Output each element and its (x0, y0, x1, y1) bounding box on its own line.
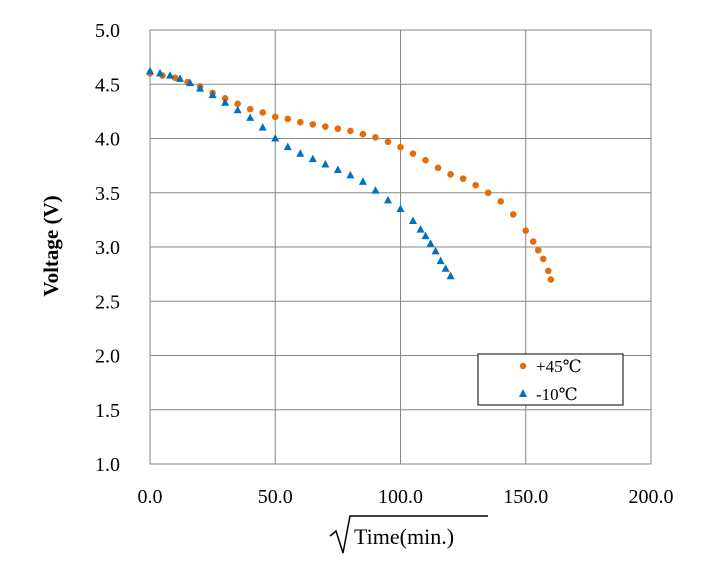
data-point-circle (472, 181, 479, 189)
data-point-triangle (308, 154, 317, 163)
data-point-triangle (358, 177, 367, 185)
data-point-circle (259, 109, 267, 116)
y-axis-label: Voltage (V) (39, 195, 63, 296)
series-0 (146, 70, 555, 283)
series-1 (146, 66, 455, 280)
x-tick-label: 50.0 (258, 486, 293, 508)
data-point-triangle (446, 271, 455, 280)
data-point-circle (509, 211, 517, 218)
legend-marker-minus10c (519, 389, 527, 397)
data-point-triangle (321, 160, 330, 168)
legend: +45℃ -10℃ (477, 353, 624, 406)
x-tick-label: 150.0 (503, 486, 548, 508)
data-point-triangle (271, 134, 280, 142)
data-point-triangle (283, 142, 292, 151)
data-point-circle (334, 125, 342, 133)
data-point-circle (171, 74, 179, 82)
data-point-circle (497, 198, 505, 205)
data-point-circle (529, 238, 537, 245)
data-point-circle (484, 189, 492, 197)
data-point-circle (534, 246, 542, 254)
data-point-triangle (246, 113, 255, 121)
y-tick-label: 5.0 (95, 20, 120, 42)
legend-label-minus10c: -10℃ (536, 385, 578, 404)
data-point-circle (384, 138, 392, 146)
data-point-triangle (196, 84, 205, 92)
sqrt-radical-icon (329, 515, 488, 554)
data-point-triangle (208, 90, 217, 99)
data-point-circle (434, 164, 442, 172)
data-point-circle (347, 127, 354, 135)
data-point-triangle (156, 68, 165, 77)
x-tick-label: 0.0 (138, 486, 163, 508)
data-point-triangle (409, 216, 418, 224)
y-tick-label: 1.0 (95, 454, 120, 476)
data-point-circle (322, 123, 329, 130)
plot-area-frame (149, 29, 652, 465)
data-point-triangle (176, 74, 185, 82)
data-point-circle (397, 143, 404, 151)
data-point-triangle (396, 204, 405, 213)
data-point-triangle (296, 149, 305, 157)
data-point-triangle (233, 105, 242, 114)
data-point-circle (544, 267, 552, 275)
data-point-triangle (186, 78, 195, 87)
data-points (146, 66, 555, 283)
data-point-triangle (333, 165, 342, 173)
data-point-circle (409, 150, 417, 157)
data-point-circle (234, 100, 241, 108)
x-axis-label: Time(min.) (354, 524, 454, 549)
y-tick-label: 4.5 (95, 74, 120, 96)
data-point-triangle (371, 186, 380, 194)
x-tick-label: 100.0 (378, 486, 423, 508)
y-tick-label: 3.0 (95, 237, 120, 259)
data-point-circle (372, 134, 379, 141)
data-point-circle (284, 115, 292, 123)
data-point-circle (359, 130, 367, 138)
legend-marker-45c (519, 362, 527, 370)
x-axis-ticks: 0.0 50.0 100.0 150.0 200.0 (138, 486, 674, 508)
data-point-circle (459, 175, 467, 182)
legend-label-45c: +45℃ (536, 357, 582, 376)
data-point-triangle (416, 225, 425, 233)
data-point-triangle (258, 123, 267, 131)
data-point-triangle (426, 239, 435, 247)
data-point-triangle (383, 195, 392, 204)
data-point-circle (522, 227, 530, 235)
data-point-circle (246, 105, 254, 113)
data-point-triangle (221, 98, 230, 106)
x-axis-label-group: Time(min.) (329, 515, 488, 554)
data-point-triangle (346, 170, 355, 179)
data-point-triangle (441, 264, 450, 272)
y-tick-label: 4.0 (95, 129, 120, 151)
data-point-triangle (166, 71, 175, 79)
data-point-triangle (146, 66, 154, 75)
data-point-circle (539, 255, 547, 263)
data-point-circle (271, 113, 279, 121)
y-tick-label: 3.5 (95, 183, 120, 205)
data-point-triangle (431, 246, 440, 255)
x-tick-label: 200.0 (629, 486, 674, 508)
y-axis-ticks: 1.0 1.5 2.0 2.5 3.0 3.5 4.0 4.5 5.0 (95, 20, 120, 476)
data-point-circle (447, 171, 454, 178)
data-point-triangle (436, 256, 445, 265)
y-tick-label: 2.5 (95, 291, 120, 313)
data-point-triangle (421, 231, 430, 240)
y-tick-label: 1.5 (95, 400, 120, 422)
data-point-circle (297, 118, 304, 126)
data-point-circle (309, 121, 317, 128)
legend-box (477, 353, 624, 406)
data-point-circle (422, 156, 429, 164)
y-tick-label: 2.0 (95, 346, 120, 368)
data-point-circle (547, 276, 555, 283)
